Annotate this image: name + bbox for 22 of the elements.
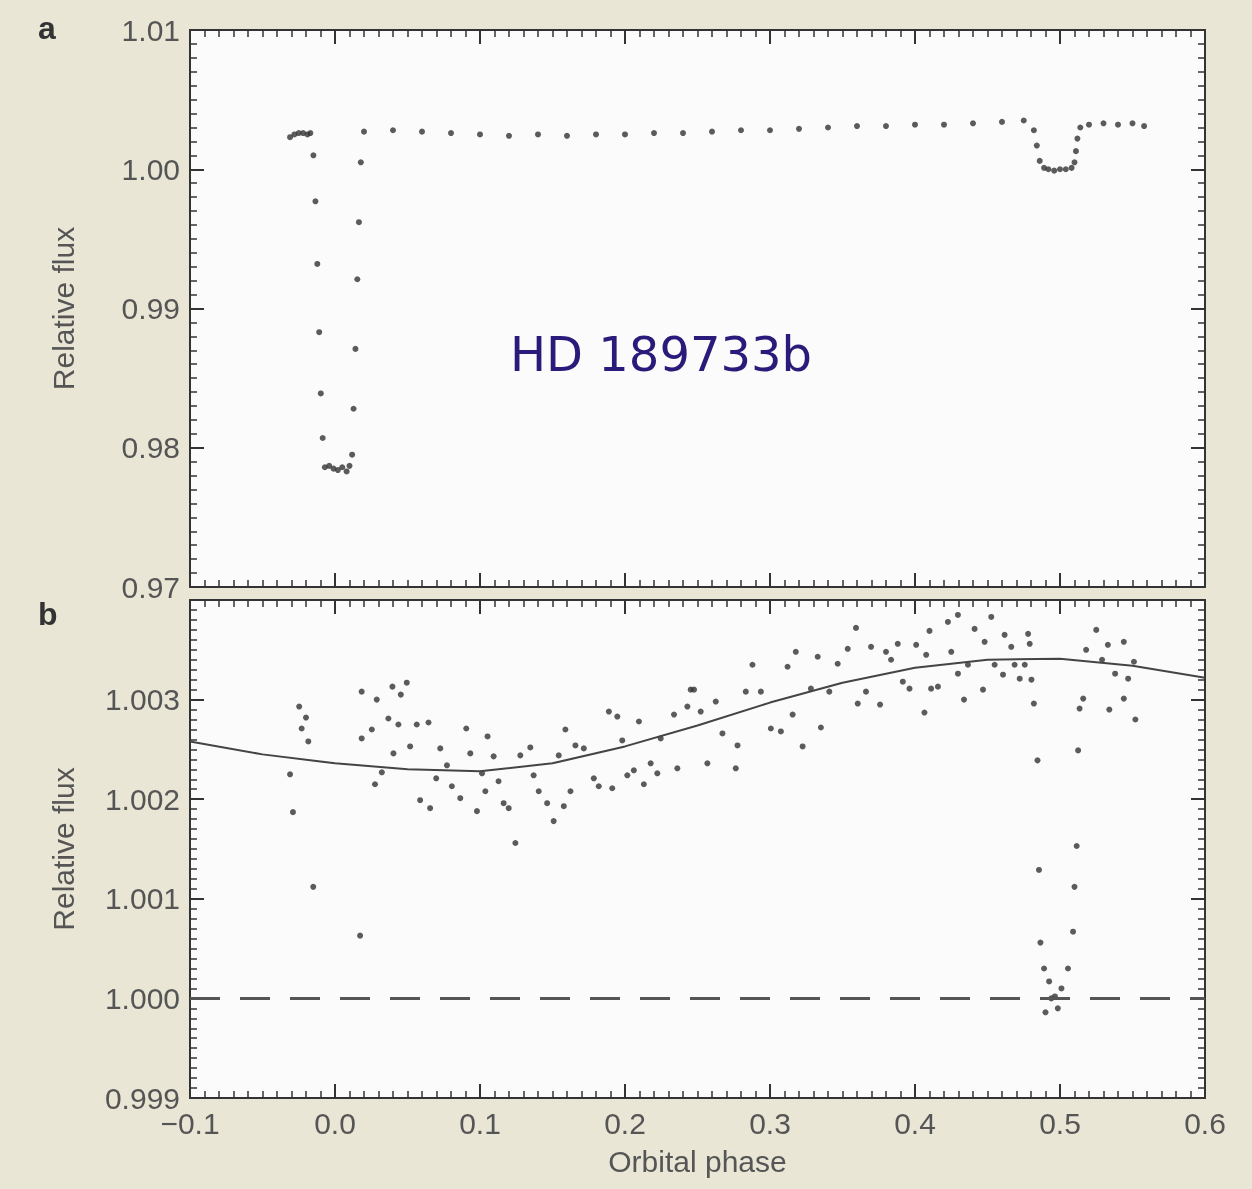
x-tick-label: 0.2 xyxy=(604,1106,646,1140)
x-tick-label: 0.0 xyxy=(314,1106,356,1140)
y-tick-label: 0.97 xyxy=(121,570,180,604)
x-tick-label: 0.3 xyxy=(749,1106,791,1140)
y-tick-label: 0.99 xyxy=(121,292,180,325)
y-tick-label: 1.00 xyxy=(121,152,180,186)
x-tick-label: 0.5 xyxy=(1039,1106,1081,1140)
y-tick-label: 0.98 xyxy=(121,431,180,465)
y-axis-title: Relative flux xyxy=(46,767,80,931)
x-tick-label: 0.6 xyxy=(1184,1106,1226,1140)
x-tick-label: 0.1 xyxy=(459,1106,501,1140)
y-tick-label: 1.000 xyxy=(104,981,180,1015)
y-tick-label: 1.002 xyxy=(104,782,180,816)
y-tick-label: 1.003 xyxy=(104,683,180,717)
y-tick-label: 1.01 xyxy=(121,13,180,47)
x-axis-title: Orbital phase xyxy=(608,1144,787,1178)
y-tick-label: 1.001 xyxy=(104,882,180,916)
annotation: HD 189733b xyxy=(510,326,813,382)
text: a xyxy=(38,10,56,46)
text: b xyxy=(38,596,58,632)
y-axis-title: Relative flux xyxy=(46,226,80,391)
x-tick-label: 0.4 xyxy=(894,1106,936,1140)
